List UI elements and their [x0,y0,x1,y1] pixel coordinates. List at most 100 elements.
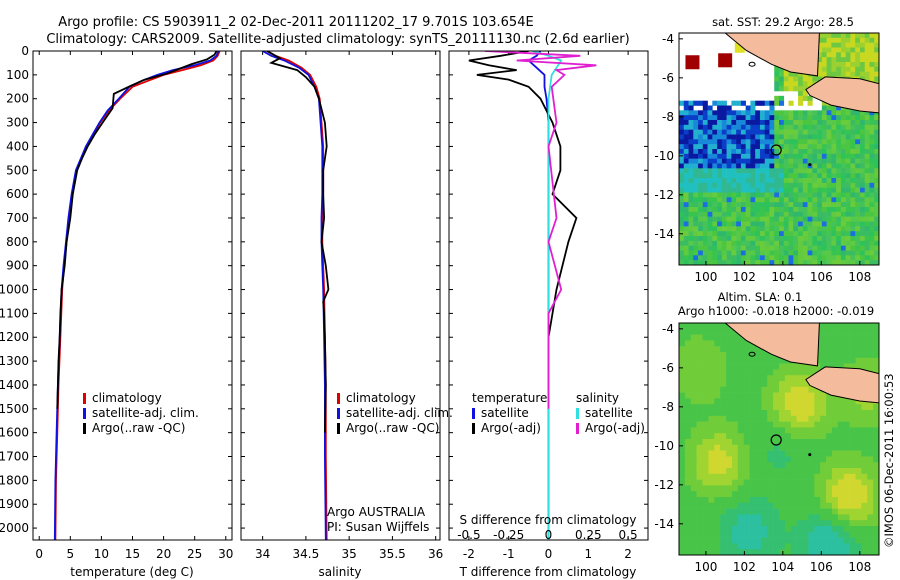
sla-cell [808,543,815,550]
sla-cell [867,543,874,550]
sst-cell [817,115,823,121]
sla-cell [802,375,809,382]
sla-cell [790,369,797,376]
sst-cell [769,105,775,111]
sst-cell [698,182,704,188]
sst-cell [831,52,837,58]
sst-cell [750,100,756,106]
sst-cell [826,231,832,237]
sst-cell [802,187,808,193]
salinity-panel: 34 34.5 35 35.5 36 salinity climatologysatel… [240,50,453,579]
sst-cell [745,163,751,169]
sst-cell [717,245,723,251]
sla-cell [784,485,792,492]
sst-cell [774,236,780,242]
sst-cell [817,110,823,116]
sst-cell [845,250,851,256]
sla-cell [696,526,703,533]
sla-cell [726,444,733,451]
enggano-island [748,351,756,357]
sst-cell [812,202,818,208]
sst-cell [864,33,870,39]
sst-cell [821,110,827,116]
sst-cell [707,173,713,179]
sla-cell [714,479,721,486]
sst-cell [712,187,718,193]
sst-cell [874,57,879,63]
sla-cell [743,433,750,440]
sst-cell [840,202,846,208]
sla-cell [861,508,868,515]
sst-cell [798,153,804,159]
sst-cell [874,62,879,68]
sst-cell [869,129,875,135]
sla-cell [708,549,715,555]
sst-cell [788,71,794,77]
sst-cell [707,163,713,169]
sla-cell [755,462,762,469]
sst-cell [755,124,761,130]
sla-cell [779,369,786,376]
sst-cell [802,240,808,246]
sst-cell [874,168,879,174]
sla-cell [755,485,762,492]
sst-cell [793,86,799,92]
sst-cell [717,115,723,121]
java-landmass [805,366,879,404]
sla-cell [814,392,821,399]
sst-cell [717,255,723,261]
sla-cell [773,421,780,428]
sla-cell [702,375,709,382]
sla-cell [767,444,774,451]
sla-cell [679,549,686,555]
sla-cell [743,439,750,446]
sst-cell [840,245,846,251]
sla-cell [708,491,715,498]
sla-cell [690,526,697,533]
sla-cell [714,369,721,376]
sst-cell [740,163,746,169]
sla-cell [873,479,879,486]
sla-cell [784,439,792,446]
sst-cell [817,144,823,150]
sst-cell [845,221,851,227]
sst-cell [698,100,704,106]
sst-cell [755,144,761,150]
sla-map-frame [678,322,880,556]
sumatra-landmass [690,33,820,77]
sla-cell [737,392,744,399]
sst-cell [831,211,837,217]
sla-cell [696,392,703,399]
sla-cell [826,497,833,504]
sst-cell [859,42,866,48]
sla-cell [790,531,797,538]
sla-cell [790,381,797,388]
sla-cell [731,439,739,446]
sst-cell [836,47,842,53]
sla-cell [814,537,821,544]
sla-cell [702,392,709,399]
sst-cell [726,221,732,227]
sla-cell [849,549,856,555]
sla-cell [743,421,750,428]
sla-cell [802,456,809,463]
sst-cell [812,231,818,237]
sst-cell [812,216,818,222]
sst-cell [726,110,732,116]
sla-cell [743,363,750,370]
sst-cell [721,149,727,155]
sst-cell [683,202,689,208]
sla-cell [796,502,803,509]
sla-cell [796,415,803,422]
series-line-argo-raw-qc- [56,51,218,409]
sla-cell [855,439,862,446]
sla-cell [767,439,774,446]
sst-cell [688,110,694,116]
sst-cell [812,260,818,265]
sst-cell [698,129,704,135]
sla-cell [837,352,844,359]
sst-cell [774,76,780,82]
sla-cell [743,531,750,538]
sst-cell [831,192,837,198]
sla-cell [826,502,833,509]
